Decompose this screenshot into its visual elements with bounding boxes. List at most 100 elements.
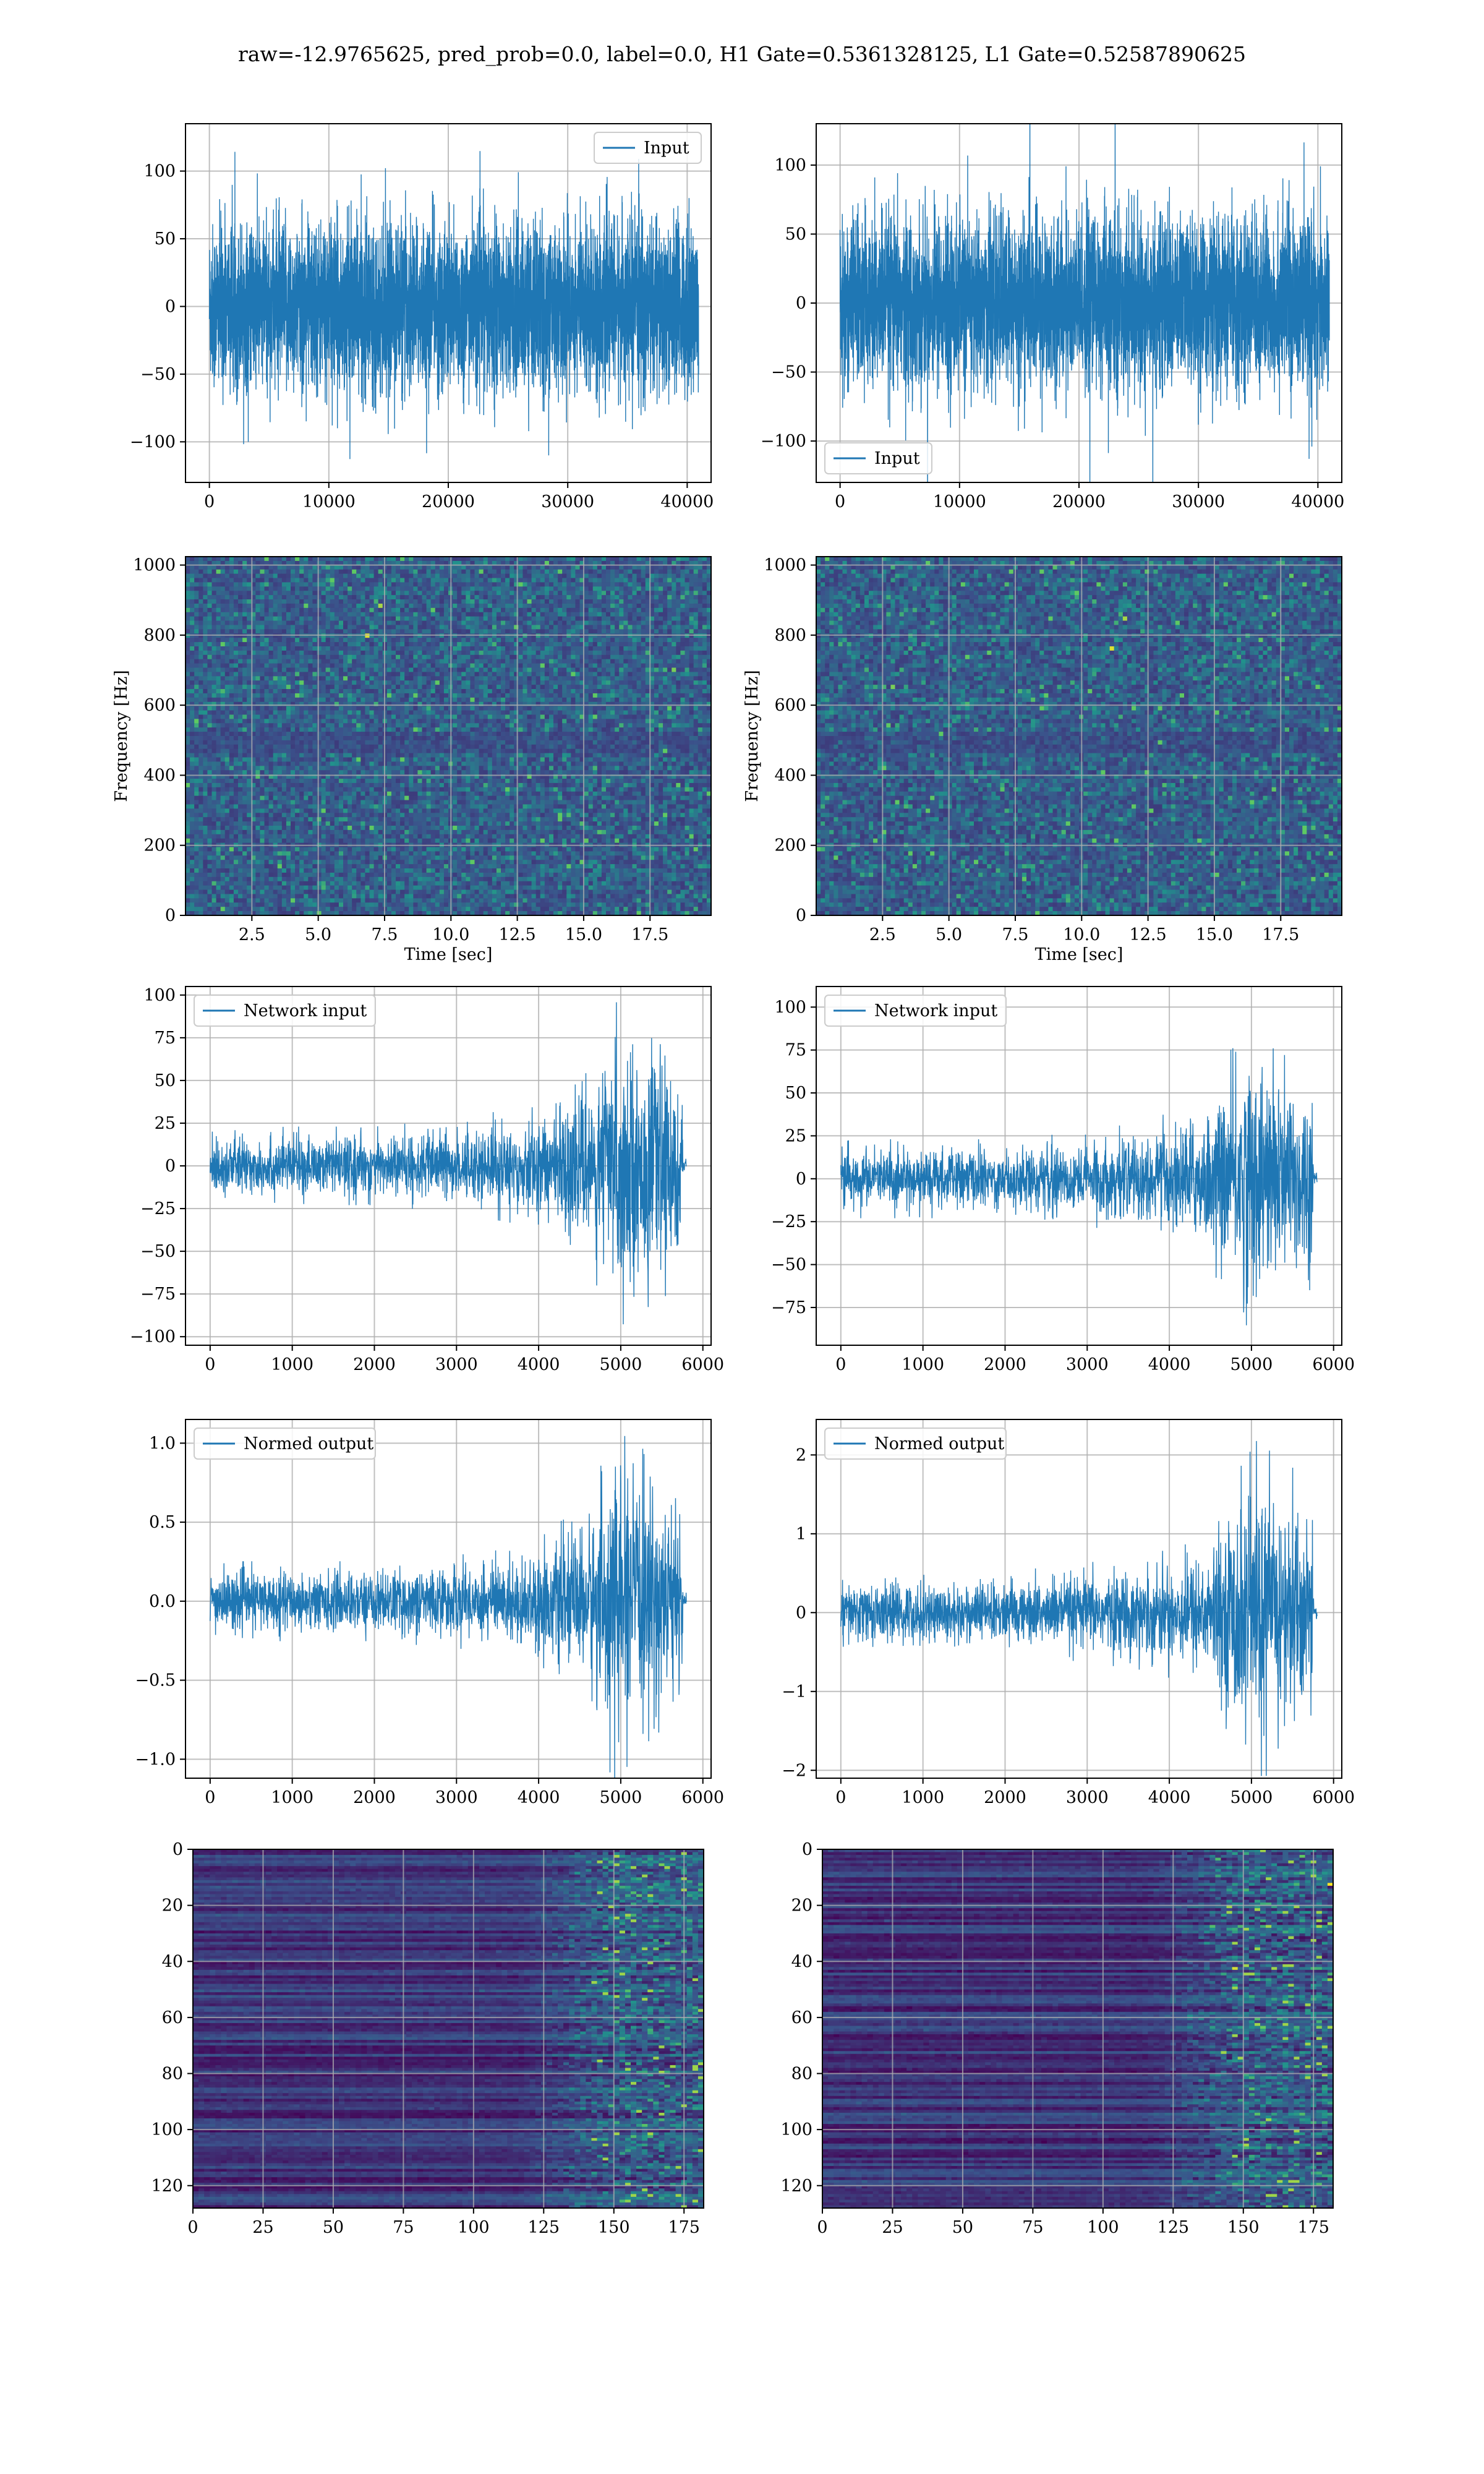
y-tick-label: 1000 bbox=[764, 556, 806, 575]
x-tick-label: 2.5 bbox=[869, 925, 896, 944]
y-tick-label: 50 bbox=[155, 229, 176, 249]
x-tick-label: 75 bbox=[393, 2218, 414, 2237]
x-tick-label: 20000 bbox=[422, 492, 475, 511]
x-tick-label: 17.5 bbox=[1262, 925, 1299, 944]
x-tick-label: 0 bbox=[205, 1355, 215, 1374]
x-tick-label: 75 bbox=[1022, 2218, 1043, 2237]
x-tick-label: 15.0 bbox=[1196, 925, 1233, 944]
x-tick-label: 3000 bbox=[435, 1355, 478, 1374]
x-tick-label: 40000 bbox=[1291, 492, 1344, 511]
y-tick-label: −1 bbox=[782, 1682, 806, 1701]
x-axis-label: Time [sec] bbox=[404, 945, 493, 964]
subplot-7: 0 1000 2000 3000 4000 5000 6000−1.0−0.50.00.51… bbox=[135, 1419, 724, 1807]
y-tick-label: 0 bbox=[796, 906, 806, 925]
y-tick-label: −100 bbox=[761, 432, 806, 451]
x-tick-label: 2000 bbox=[984, 1788, 1026, 1807]
series-line-normed-output bbox=[841, 1441, 1317, 1776]
legend: Normed output bbox=[194, 1428, 375, 1459]
y-tick-label: 400 bbox=[143, 766, 176, 785]
legend-label: Normed output bbox=[244, 1434, 373, 1453]
x-tick-label: 0 bbox=[817, 2218, 827, 2237]
x-tick-label: 25 bbox=[882, 2218, 903, 2237]
x-tick-label: 12.5 bbox=[1130, 925, 1167, 944]
x-tick-label: 3000 bbox=[1066, 1355, 1109, 1374]
y-tick-label: 1.0 bbox=[149, 1434, 176, 1453]
x-tick-label: 4000 bbox=[1148, 1788, 1191, 1807]
x-tick-label: 10000 bbox=[933, 492, 986, 511]
x-tick-label: 2000 bbox=[353, 1355, 396, 1374]
legend: Normed output bbox=[825, 1428, 1006, 1459]
x-tick-label: 50 bbox=[323, 2218, 344, 2237]
x-tick-label: 4000 bbox=[518, 1355, 560, 1374]
y-tick-label: 75 bbox=[785, 1041, 806, 1060]
y-tick-label: 25 bbox=[155, 1114, 176, 1133]
x-tick-label: 25 bbox=[252, 2218, 273, 2237]
series-line-network-input bbox=[841, 1048, 1317, 1325]
y-tick-label: 800 bbox=[774, 626, 806, 645]
y-tick-label: −100 bbox=[130, 1327, 176, 1346]
y-tick-label: −2 bbox=[782, 1761, 806, 1780]
x-tick-label: 10.0 bbox=[432, 925, 469, 944]
x-tick-label: 6000 bbox=[1312, 1788, 1355, 1807]
x-tick-label: 50 bbox=[952, 2218, 973, 2237]
y-tick-label: 25 bbox=[785, 1126, 806, 1145]
x-tick-label: 1000 bbox=[902, 1788, 944, 1807]
legend-label: Network input bbox=[244, 1001, 367, 1021]
y-tick-label: 1 bbox=[796, 1525, 806, 1544]
subplot-6: 0 1000 2000 3000 4000 5000 6000−75−50−25025507… bbox=[771, 987, 1355, 1374]
y-tick-label: 0 bbox=[165, 1157, 176, 1176]
x-tick-label: 30000 bbox=[1172, 492, 1225, 511]
x-tick-label: 3000 bbox=[435, 1788, 478, 1807]
x-tick-label: 1000 bbox=[271, 1788, 313, 1807]
series-line-input bbox=[210, 151, 699, 459]
y-tick-label: 20 bbox=[791, 1896, 812, 1915]
x-tick-label: 150 bbox=[1227, 2218, 1260, 2237]
x-tick-label: 4000 bbox=[518, 1788, 560, 1807]
x-tick-label: 5.0 bbox=[936, 925, 962, 944]
x-axis-label: Time [sec] bbox=[1035, 945, 1124, 964]
x-tick-label: 175 bbox=[668, 2218, 700, 2237]
y-tick-label: −1.0 bbox=[135, 1750, 176, 1769]
y-tick-label: 40 bbox=[791, 1952, 812, 1971]
subplot-4: 2.5 5.0 7.5 10.0 12.5 15.0 17.5020040060080010… bbox=[743, 556, 1342, 964]
x-tick-label: 17.5 bbox=[631, 925, 668, 944]
x-tick-label: 1000 bbox=[271, 1355, 313, 1374]
x-tick-label: 0 bbox=[204, 492, 215, 511]
legend: Input bbox=[594, 132, 701, 163]
series-line-network-input bbox=[210, 1003, 686, 1325]
x-tick-label: 5000 bbox=[1230, 1355, 1273, 1374]
y-tick-label: 0 bbox=[173, 1840, 183, 1859]
y-tick-label: 100 bbox=[143, 986, 176, 1005]
y-tick-label: 120 bbox=[780, 2177, 812, 2196]
y-tick-label: −0.5 bbox=[135, 1671, 176, 1690]
legend-label: Input bbox=[874, 449, 920, 468]
y-tick-label: 0 bbox=[796, 1170, 806, 1189]
x-tick-label: 0 bbox=[835, 1355, 846, 1374]
x-tick-label: 125 bbox=[1158, 2218, 1190, 2237]
y-tick-label: 20 bbox=[162, 1896, 183, 1915]
y-tick-label: 100 bbox=[774, 156, 806, 175]
legend: Network input bbox=[825, 995, 1006, 1026]
y-tick-label: 600 bbox=[774, 696, 806, 715]
x-tick-label: 10000 bbox=[302, 492, 356, 511]
y-tick-label: 0.0 bbox=[149, 1592, 176, 1611]
legend: Input bbox=[825, 443, 932, 474]
legend-label: Normed output bbox=[874, 1434, 1004, 1453]
y-tick-label: −100 bbox=[130, 432, 176, 452]
y-tick-label: 0 bbox=[165, 906, 176, 925]
x-tick-label: 3000 bbox=[1066, 1788, 1109, 1807]
legend-label: Input bbox=[644, 139, 689, 158]
y-tick-label: 0 bbox=[796, 294, 806, 313]
y-tick-label: 50 bbox=[155, 1071, 176, 1090]
y-tick-label: 200 bbox=[143, 836, 176, 855]
y-tick-label: 100 bbox=[151, 2120, 183, 2139]
y-tick-label: 75 bbox=[155, 1029, 176, 1048]
y-tick-label: −75 bbox=[140, 1285, 176, 1304]
x-tick-label: 100 bbox=[458, 2218, 490, 2237]
x-tick-label: 0 bbox=[835, 492, 845, 511]
x-tick-label: 175 bbox=[1297, 2218, 1329, 2237]
y-tick-label: 800 bbox=[143, 626, 176, 645]
